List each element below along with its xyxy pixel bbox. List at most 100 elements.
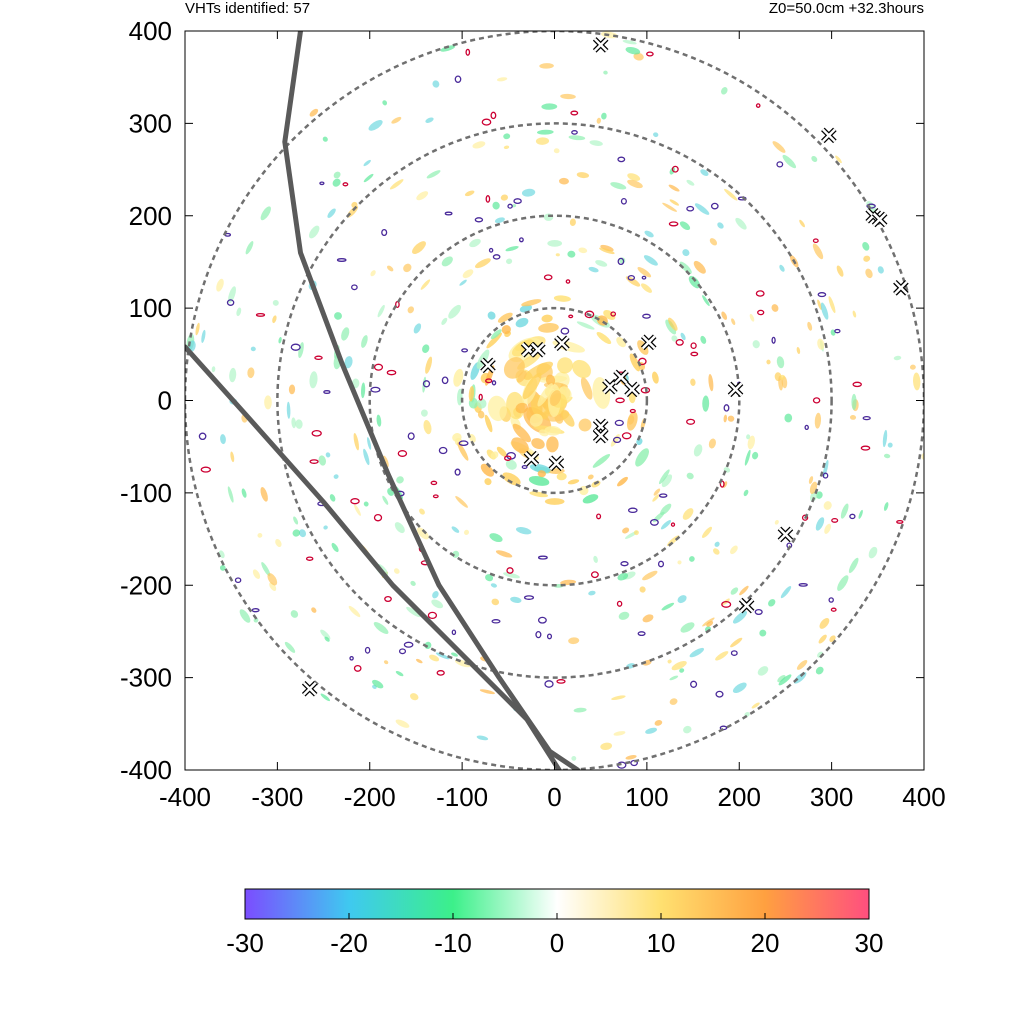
field-patch	[441, 317, 448, 325]
contour-loop	[351, 284, 358, 291]
field-patch	[324, 636, 330, 642]
colorbar-tick-label: 0	[550, 928, 564, 958]
contour-loop	[620, 197, 627, 205]
contour-loop	[642, 313, 651, 319]
contour-loop	[506, 567, 514, 574]
field-patch	[416, 191, 429, 201]
contour-loop	[721, 600, 732, 608]
field-patch	[298, 529, 307, 538]
field-patch	[682, 508, 694, 520]
field-patch	[669, 199, 680, 206]
colorbar-ticks: -30 -20 -10 0 10 20 30	[226, 913, 883, 958]
contour-loop	[342, 182, 349, 187]
field-patch	[617, 572, 629, 581]
field-patch	[780, 586, 792, 599]
field-patch	[796, 346, 801, 355]
field-patch	[610, 182, 627, 190]
field-patch	[642, 614, 654, 623]
field-patch	[370, 270, 376, 277]
field-patch	[464, 190, 475, 197]
vht-marker	[523, 450, 540, 467]
field-patch	[700, 335, 707, 344]
contour-loop	[397, 450, 408, 457]
contour-loop	[403, 641, 414, 648]
x-axis: -400 -300 -200 -100 0 100 200 300 400	[159, 31, 946, 812]
field-patch	[613, 731, 626, 736]
vht-marker	[871, 211, 888, 228]
field-patch	[409, 693, 419, 701]
field-patch	[669, 698, 678, 705]
field-patch	[582, 494, 599, 504]
field-patch	[658, 469, 670, 485]
contour-loop	[513, 198, 522, 205]
field-patch	[448, 304, 461, 319]
field-patch	[412, 241, 426, 255]
field-patch	[595, 260, 608, 267]
field-patch	[536, 129, 554, 135]
contour-loop	[454, 468, 461, 476]
vht-marker	[613, 369, 629, 386]
field-patch	[600, 244, 614, 252]
vht-marker	[592, 37, 609, 53]
field-patch	[323, 525, 328, 530]
field-patch	[455, 496, 468, 508]
field-patch	[528, 475, 550, 486]
contour-loop	[584, 310, 595, 319]
y-tick-label: 300	[129, 108, 172, 138]
field-patch	[751, 451, 759, 460]
field-patch	[487, 311, 496, 320]
field-patch	[759, 629, 767, 637]
field-patch	[625, 46, 641, 55]
field-patch	[883, 453, 891, 459]
contour-loop	[451, 629, 457, 636]
contour-loop	[398, 648, 407, 655]
field-patch	[727, 415, 735, 422]
field-patch	[731, 318, 736, 326]
field-patch	[387, 265, 394, 272]
field-patch	[320, 629, 331, 640]
colorbar-tick-label: -20	[330, 928, 368, 958]
field-patch	[382, 100, 388, 106]
field-patch	[555, 253, 560, 257]
vht-marker	[602, 378, 618, 395]
range-rings	[185, 31, 924, 770]
field-patch	[506, 258, 513, 265]
field-patch	[559, 177, 569, 185]
contour-loop	[621, 432, 632, 440]
field-patch	[771, 304, 779, 312]
field-patch	[529, 491, 549, 498]
field-patch	[420, 279, 431, 290]
field-patch	[668, 317, 678, 331]
field-patch	[393, 568, 400, 574]
contour-loop	[617, 257, 625, 266]
field-patch	[484, 478, 492, 486]
field-patch	[201, 329, 206, 343]
x-tick-label: 300	[810, 782, 853, 812]
field-patch	[611, 695, 626, 701]
field-patch	[477, 398, 487, 409]
contour-loop	[686, 205, 695, 212]
field-patch	[652, 371, 659, 384]
field-patch	[739, 585, 749, 596]
field-patch	[476, 735, 489, 741]
contour-loop	[491, 380, 497, 386]
contour-loop	[571, 130, 578, 135]
time-label: Z0=50.0cm +32.3hours	[769, 0, 924, 17]
field-patch	[701, 526, 713, 539]
field-patch	[354, 504, 361, 516]
contour-loop	[627, 274, 636, 281]
field-patch	[363, 501, 369, 507]
field-patch	[679, 261, 692, 274]
contour-loop	[754, 608, 763, 616]
contour-loop	[570, 110, 579, 116]
contour-loop	[518, 237, 524, 243]
field-patch	[432, 80, 440, 88]
field-patch	[883, 502, 889, 511]
contour-loop	[432, 494, 439, 499]
field-patch	[576, 321, 595, 330]
contour-loop	[441, 376, 449, 385]
field-patch	[432, 590, 439, 599]
field-patch	[569, 218, 576, 227]
field-patch	[327, 208, 336, 218]
field-patch	[836, 265, 844, 277]
